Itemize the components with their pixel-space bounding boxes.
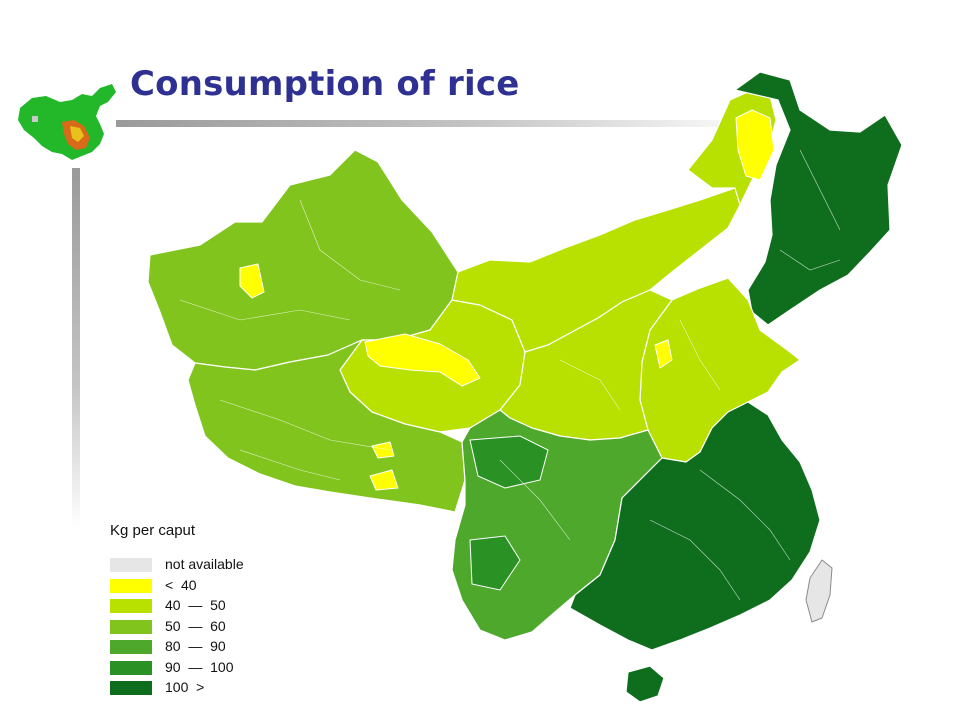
- region-hainan: [625, 665, 665, 703]
- legend-label: 80 — 90: [165, 638, 226, 654]
- region-south-central: [569, 401, 821, 651]
- legend-row: 80 — 90: [110, 638, 280, 656]
- legend-row: 40 — 50: [110, 597, 280, 615]
- legend-row: 100 >: [110, 679, 280, 697]
- legend-row: 90 — 100: [110, 659, 280, 677]
- legend-swatch: [110, 640, 152, 654]
- legend-swatch: [110, 681, 152, 695]
- region-lt40-northeast: [735, 109, 775, 181]
- legend-swatch: [110, 578, 152, 593]
- slide-title: Consumption of rice: [130, 64, 520, 104]
- region-lt40-plain: [654, 339, 673, 369]
- region-taiwan: [805, 559, 833, 623]
- map-legend: Kg per caput not available < 40 40 — 50 50 …: [110, 522, 280, 697]
- region-lt40-tibet-a: [371, 441, 395, 459]
- region-90-100-sichuan: [469, 435, 549, 489]
- legend-label: 50 — 60: [165, 617, 226, 634]
- china-rice-consumption-map: [147, 71, 903, 703]
- side-rule: [72, 168, 80, 528]
- region-lt40-xinjiang: [239, 263, 265, 299]
- region-inner-mongolia-gansu: [451, 187, 741, 353]
- legend-swatch: [110, 599, 152, 613]
- region-lt40-qinghai: [364, 333, 481, 387]
- legend-row: not available: [110, 556, 280, 574]
- legend-swatch: [110, 660, 152, 675]
- region-90-100-yunnan: [469, 535, 521, 591]
- legend-swatch: [110, 558, 152, 572]
- legend-label: 90 — 100: [165, 658, 234, 675]
- legend-label: < 40: [165, 576, 197, 593]
- legend-row: 50 — 60: [110, 618, 280, 636]
- legend-label: not available: [165, 556, 244, 572]
- region-northeast: [734, 71, 903, 326]
- region-lt40-tibet-b: [369, 469, 399, 491]
- title-underline: [116, 120, 766, 127]
- thumbnail-map-icon: [18, 84, 116, 160]
- legend-label: 40 — 50: [165, 597, 226, 613]
- legend-swatch: [110, 619, 152, 634]
- legend-row: < 40: [110, 577, 280, 595]
- legend-title: Kg per caput: [110, 522, 196, 539]
- legend-label: 100 >: [165, 679, 205, 695]
